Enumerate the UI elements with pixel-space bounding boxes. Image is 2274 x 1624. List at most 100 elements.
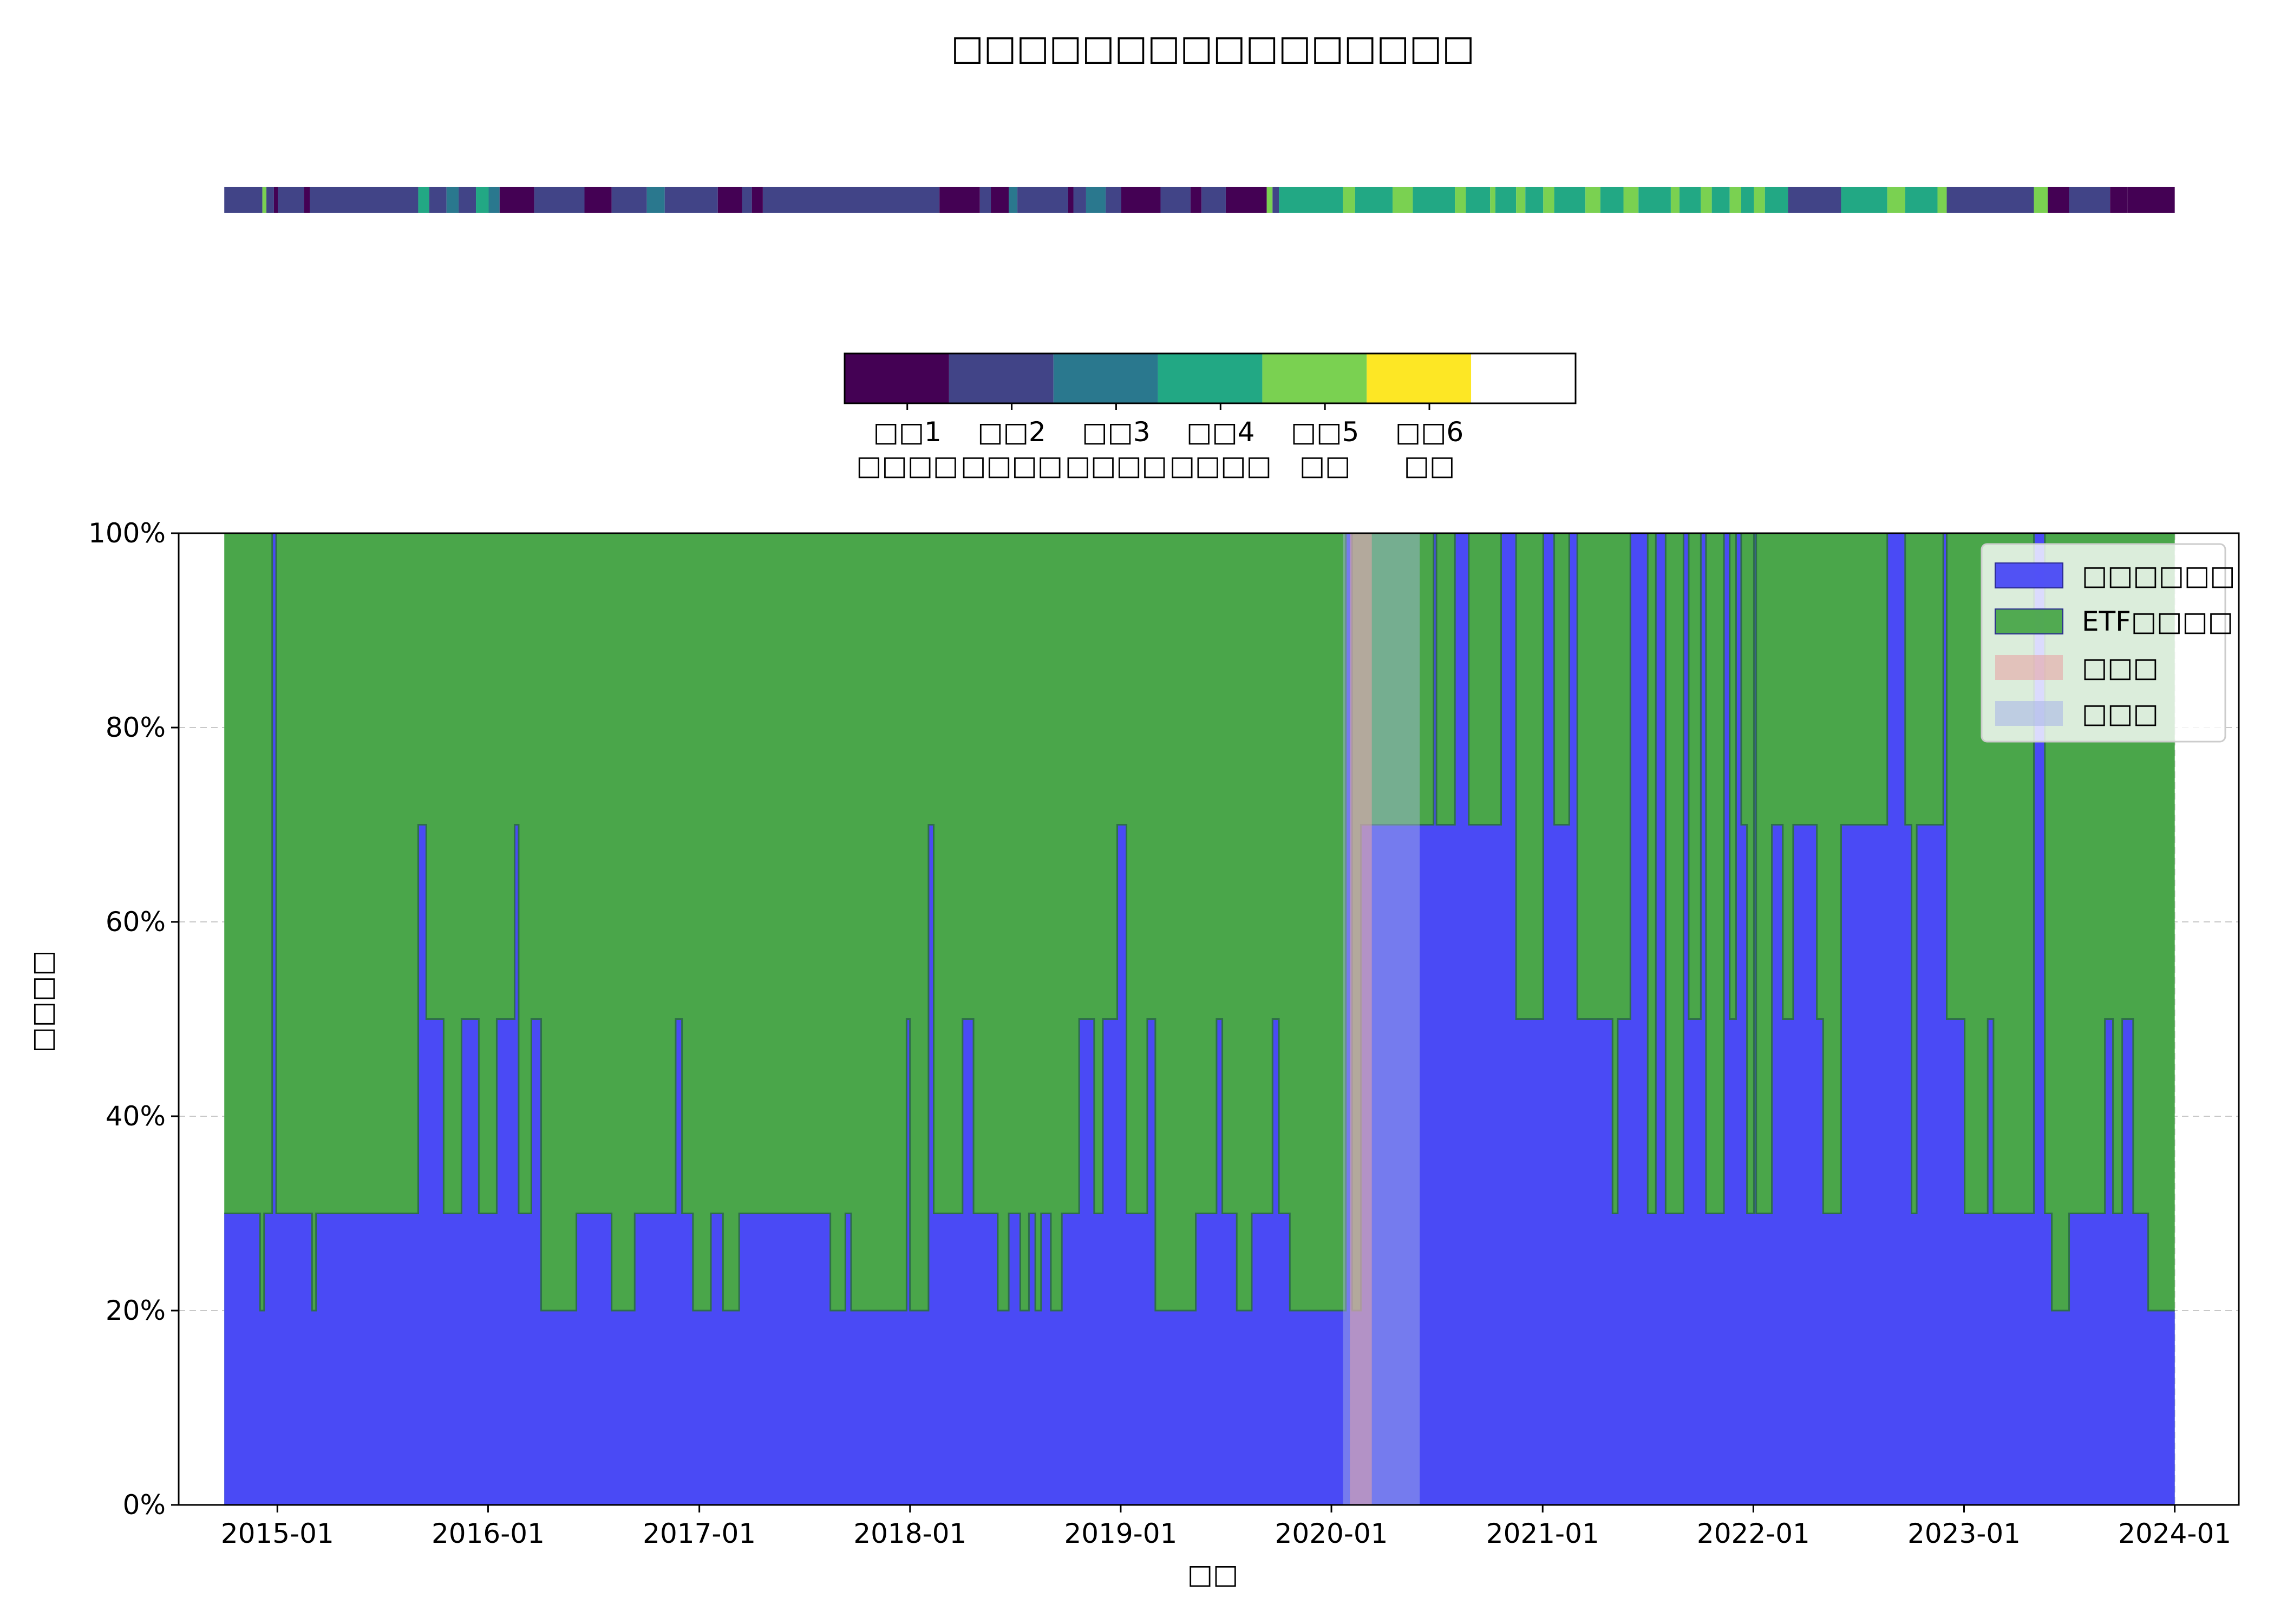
x-tick-label-5: 2020-01 xyxy=(1275,1518,1388,1549)
regime-segment-16 xyxy=(611,187,647,213)
regime-segment-56 xyxy=(1670,187,1680,213)
regime-segment-19 xyxy=(717,187,742,213)
regime-segment-33 xyxy=(1160,187,1191,213)
y-tick-label-4: 80% xyxy=(106,712,166,743)
x-tick-label-0: 2015-01 xyxy=(221,1518,334,1549)
x-axis: 2015-01 2016-01 2017-01 2018-01 2019-01 2020-… xyxy=(221,1505,2231,1549)
y-tick-label-5: 100% xyxy=(88,518,166,549)
legend-swatch-2 xyxy=(1995,655,2063,680)
regime-segment-28 xyxy=(1068,187,1074,213)
colorbar-swatch-6 xyxy=(1471,353,1576,403)
x-tick-label-3: 2018-01 xyxy=(853,1518,966,1549)
regime-segment-6 xyxy=(310,187,419,213)
regime-segment-54 xyxy=(1623,187,1639,213)
stock-series-area xyxy=(224,533,2175,1505)
regime-segment-48 xyxy=(1516,187,1526,213)
regime-segment-44 xyxy=(1455,187,1466,213)
colorbar-swatch-3 xyxy=(1158,353,1263,403)
colorbar-label-4: □□5 □□ xyxy=(1291,416,1359,481)
regime-segment-68 xyxy=(1937,187,1947,213)
regime-segment-20 xyxy=(742,187,752,213)
x-axis-label: □□ xyxy=(1187,1558,1238,1590)
regime-segment-1 xyxy=(262,187,267,213)
colorbar-label-0: □□1 □□□□ xyxy=(856,416,958,481)
colorbar-frame xyxy=(844,352,1577,404)
colorbar-swatch-2 xyxy=(1053,353,1158,403)
chart-title: □□□□□□□□□□□□□□□□ xyxy=(951,28,1475,68)
regime-segment-10 xyxy=(459,187,476,213)
regime-segment-4 xyxy=(278,187,304,213)
regime-segment-21 xyxy=(752,187,763,213)
regime-segment-58 xyxy=(1701,187,1712,213)
regime-segment-69 xyxy=(1946,187,2034,213)
regime-segment-50 xyxy=(1543,187,1554,213)
regime-segment-38 xyxy=(1272,187,1279,213)
y-axis: 0% 20% 40% 60% 80% 100% xyxy=(88,518,179,1521)
regime-segment-9 xyxy=(446,187,459,213)
regime-segment-55 xyxy=(1638,187,1671,213)
regime-segment-11 xyxy=(476,187,489,213)
regime-segment-36 xyxy=(1225,187,1267,213)
regime-segment-62 xyxy=(1754,187,1765,213)
regime-segment-39 xyxy=(1279,187,1343,213)
regime-segment-43 xyxy=(1413,187,1455,213)
regime-segment-41 xyxy=(1355,187,1393,213)
regime-segment-29 xyxy=(1073,187,1086,213)
x-tick-label-4: 2019-01 xyxy=(1064,1518,1177,1549)
y-tick-label-2: 40% xyxy=(106,1101,166,1132)
plot-area: 0% 20% 40% 60% 80% 100% 2015-01 2016-01 2017-01… xyxy=(88,518,2240,1549)
regime-segment-14 xyxy=(534,187,585,213)
legend-swatch-1 xyxy=(1995,608,2063,634)
regime-strip xyxy=(224,187,2175,213)
regime-segment-25 xyxy=(991,187,1009,213)
regime-segment-40 xyxy=(1343,187,1355,213)
regime-segment-26 xyxy=(1009,187,1018,213)
colorbar-swatch-0 xyxy=(845,353,949,403)
regime-segment-61 xyxy=(1741,187,1754,213)
legend-swatch-0 xyxy=(1995,562,2063,588)
legend-label-3: □□□ xyxy=(2082,698,2159,729)
regime-segment-60 xyxy=(1729,187,1742,213)
regime-segment-66 xyxy=(1887,187,1905,213)
regime-segment-57 xyxy=(1679,187,1701,213)
colorbar-swatch-5 xyxy=(1367,353,1472,403)
regime-segment-2 xyxy=(266,187,274,213)
regime-segment-52 xyxy=(1585,187,1600,213)
regime-segment-27 xyxy=(1017,187,1068,213)
x-tick-label-7: 2022-01 xyxy=(1697,1518,1810,1549)
regime-segment-46 xyxy=(1490,187,1495,213)
regime-segment-51 xyxy=(1554,187,1586,213)
regime-segment-71 xyxy=(2048,187,2069,213)
regime-segment-63 xyxy=(1765,187,1788,213)
regime-segment-49 xyxy=(1525,187,1544,213)
regime-segment-31 xyxy=(1106,187,1121,213)
regime-segment-8 xyxy=(429,187,447,213)
red-band xyxy=(1350,533,1372,1505)
regime-segment-23 xyxy=(939,187,980,213)
stock-series-line xyxy=(224,532,2175,1312)
regime-segment-72 xyxy=(2069,187,2110,213)
regime-segment-7 xyxy=(418,187,429,213)
regime-colorbar: □□1 □□□□□□2 □□□□□□3 □□□□□□4 □□□□ □□5 □□ □□6 □□ xyxy=(844,352,1577,481)
regime-segment-34 xyxy=(1190,187,1202,213)
regime-segment-30 xyxy=(1086,187,1106,213)
colorbar-label-3: □□4 □□□□ xyxy=(1169,416,1272,481)
regime-segment-32 xyxy=(1121,187,1161,213)
y-tick-label-3: 60% xyxy=(106,906,166,938)
regime-segment-12 xyxy=(488,187,500,213)
y-tick-label-0: 0% xyxy=(123,1489,166,1521)
regime-segment-64 xyxy=(1788,187,1841,213)
regime-segment-70 xyxy=(2034,187,2048,213)
regime-segment-37 xyxy=(1266,187,1273,213)
x-tick-label-8: 2023-01 xyxy=(1907,1518,2021,1549)
colorbar-label-2: □□3 □□□□ xyxy=(1065,416,1167,481)
x-tick-label-1: 2016-01 xyxy=(432,1518,545,1549)
y-axis-label: □□□□ xyxy=(27,951,58,1053)
regime-segment-42 xyxy=(1393,187,1413,213)
regime-segment-24 xyxy=(979,187,991,213)
regime-segment-45 xyxy=(1466,187,1491,213)
colorbar-swatch-4 xyxy=(1262,353,1367,403)
regime-segment-35 xyxy=(1201,187,1226,213)
